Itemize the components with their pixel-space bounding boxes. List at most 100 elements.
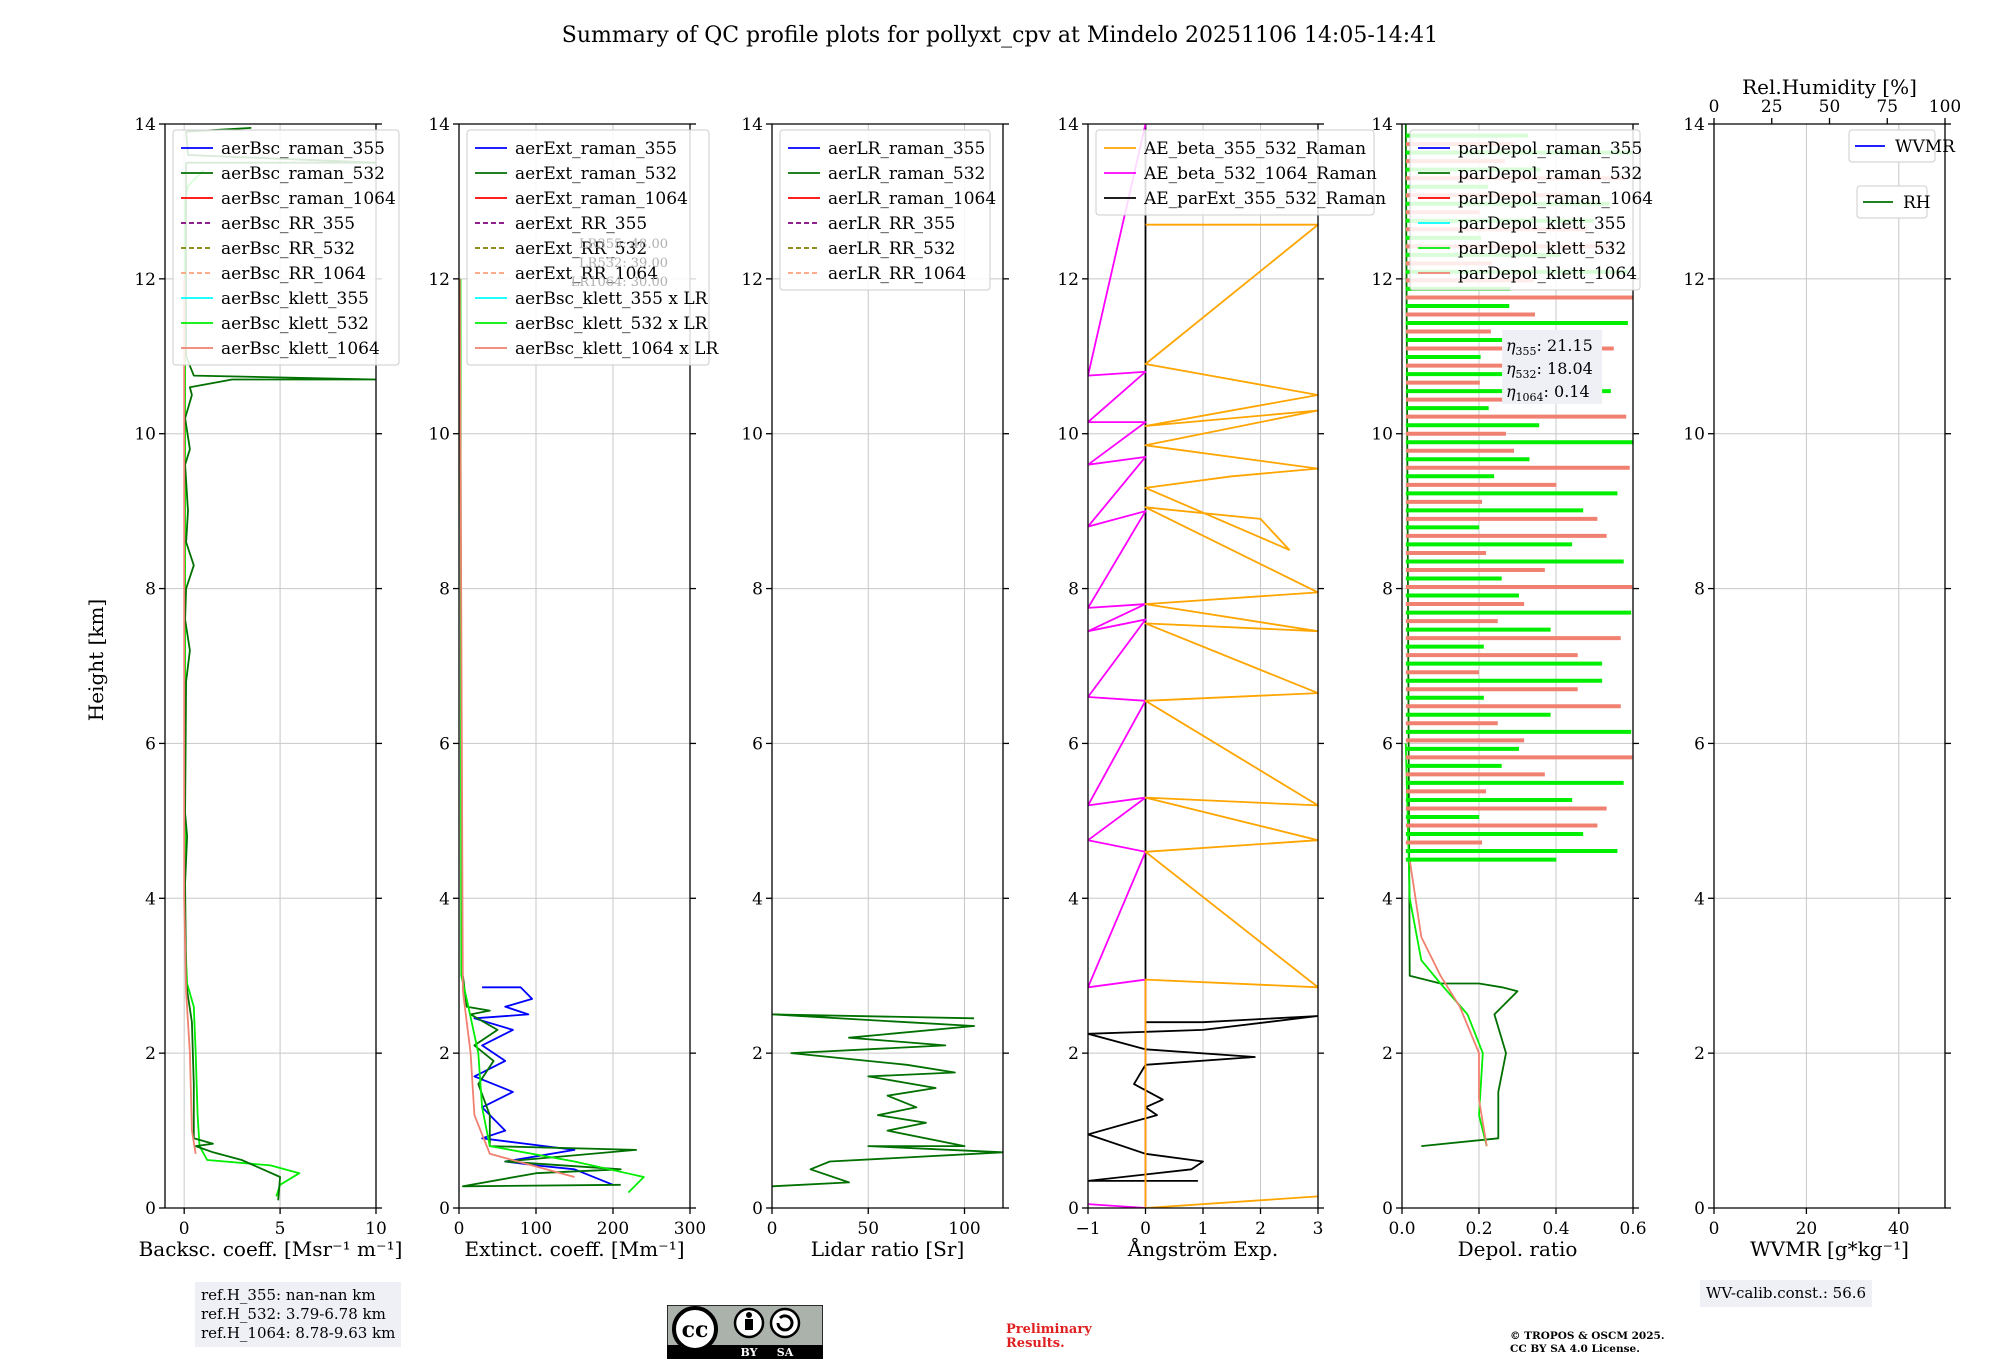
legend-label: parDepol_klett_532 [1458, 239, 1626, 259]
y-tick-label: 8 [1694, 580, 1705, 600]
share-alike-icon [769, 1307, 801, 1339]
y-tick-label: 4 [439, 889, 450, 909]
preliminary-line-2: Results. [1006, 1336, 1065, 1351]
x-tick-label: 20 [1796, 1219, 1818, 1239]
y-tick-label: 14 [428, 115, 450, 135]
legend-label: aerBsc_klett_355 x LR [515, 289, 709, 309]
y-tick-label: 2 [439, 1044, 450, 1064]
x-axis-label: Ångström Exp. [1127, 1236, 1278, 1261]
series-parDepol_raman_532 [1404, 124, 1519, 1147]
legend-label: aerExt_raman_1064 [515, 189, 688, 209]
cc-logo-text: cc [682, 1317, 709, 1343]
legend-label: parDepol_raman_1064 [1458, 189, 1653, 209]
legend-label: aerBsc_raman_532 [221, 164, 385, 184]
y-tick-label: 14 [1371, 115, 1393, 135]
x-tick-label: 300 [674, 1219, 706, 1239]
x-tick-label: 100 [948, 1219, 980, 1239]
legend-label: RH [1903, 193, 1931, 213]
x-tick-label: 3 [1313, 1219, 1324, 1239]
legend-label: aerBsc_klett_532 x LR [515, 314, 709, 334]
attribution-head [746, 1312, 752, 1318]
y-tick-label: 6 [1068, 734, 1079, 754]
cc-logo-icon [672, 1306, 718, 1352]
x-tick-label: 0 [767, 1219, 778, 1239]
y-tick-label: 4 [1694, 889, 1705, 909]
legend-label: parDepol_klett_355 [1458, 214, 1626, 234]
y-tick-label: 2 [752, 1044, 763, 1064]
x-tick-label: 0.0 [1388, 1219, 1415, 1239]
y-tick-label: 8 [439, 580, 450, 600]
y-tick-label: 0 [1382, 1199, 1393, 1219]
lr-note: LR532: 39.00 [579, 256, 668, 271]
legend-label: aerBsc_RR_532 [221, 239, 355, 259]
x-tick-label: 2 [1255, 1219, 1266, 1239]
series-aerBsc_raman_532 [184, 127, 376, 1201]
cc-by-label: BY [741, 1346, 758, 1359]
y-tick-label: 12 [428, 270, 450, 290]
y-tick-label: 6 [1382, 734, 1393, 754]
x-tick-label: 0.6 [1619, 1219, 1646, 1239]
legend-box [779, 129, 991, 291]
legend-label: aerLR_raman_1064 [828, 189, 996, 209]
y-tick-label: 4 [752, 889, 763, 909]
legend-box [172, 129, 400, 366]
legend-label: aerExt_RR_1064 [515, 264, 658, 284]
y-tick-label: 12 [1683, 270, 1705, 290]
x-tick-label: 40 [1888, 1219, 1910, 1239]
y-axis-label: Height [km] [84, 599, 108, 721]
legend-label: aerBsc_klett_1064 x LR [515, 339, 719, 359]
y-tick-label: 2 [1382, 1044, 1393, 1064]
x-tick-label: 200 [597, 1219, 629, 1239]
legend-label: AE_parExt_355_532_Raman [1143, 189, 1386, 209]
legend-label: aerLR_RR_1064 [828, 264, 966, 284]
y-tick-label: 4 [1382, 889, 1393, 909]
y-tick-label: 10 [134, 425, 156, 445]
legend-label: aerBsc_raman_1064 [221, 189, 396, 209]
legend-label: aerExt_RR_355 [515, 214, 647, 234]
panel-depol: 0 2 4 6 8 10 12 14 0.0 0.2 0.4 0.6 Depol. ratio parDe… [1371, 115, 1653, 1261]
y-tick-label: 14 [134, 115, 156, 135]
ref-height-355: ref.H_355: nan-nan km [201, 1286, 376, 1304]
legend-box [466, 129, 710, 366]
x-tick-label: 10 [365, 1219, 387, 1239]
cc-by-sa-badge[interactable]: cc BY SA [667, 1305, 823, 1359]
y-tick-label: 14 [1057, 115, 1079, 135]
legend-label: aerBsc_raman_355 [221, 139, 385, 159]
figure-title: Summary of QC profile plots for pollyxt_… [562, 23, 1438, 48]
x-axis-label: WVMR [g*kg⁻¹] [1750, 1237, 1909, 1261]
y-tick-label: 2 [1694, 1044, 1705, 1064]
legend-label: aerLR_raman_532 [828, 164, 985, 184]
series-group [1088, 124, 1318, 1208]
legend-label: aerLR_RR_532 [828, 239, 955, 259]
series-AE_parExt_355_532_Raman [1088, 124, 1318, 1182]
legend-label: aerBsc_RR_355 [221, 214, 355, 234]
y-tick-label: 6 [1694, 734, 1705, 754]
x-axis-label: Lidar ratio [Sr] [811, 1237, 965, 1261]
legend-label: aerExt_raman_355 [515, 139, 677, 159]
legend-label: WVMR [1895, 137, 1956, 157]
y-tick-label: 0 [1694, 1199, 1705, 1219]
legend-label: parDepol_raman_355 [1458, 139, 1642, 159]
preliminary-line-1: Preliminary [1006, 1322, 1092, 1337]
wv-calibration-constant: WV-calib.const.: 56.6 [1706, 1284, 1867, 1302]
legend-label: aerLR_RR_355 [828, 214, 955, 234]
x-tick-label: 0.4 [1542, 1219, 1569, 1239]
y-tick-label: 12 [1371, 270, 1393, 290]
preliminary-results-note: Preliminary Results. [1006, 1323, 1092, 1351]
x-axis-label: Extinct. coeff. [Mm⁻¹] [464, 1237, 684, 1261]
legend-label: AE_beta_355_532_Raman [1143, 139, 1366, 159]
series-aerExt_raman_532 [461, 975, 637, 1188]
y-tick-label: 4 [1068, 889, 1079, 909]
top-tick-label: 25 [1761, 97, 1783, 117]
eta-label: η532: 18.04 [1506, 359, 1593, 381]
top-axis-label: Rel.Humidity [%] [1742, 75, 1917, 99]
legend-box [1409, 129, 1641, 291]
x-tick-label: 0 [1140, 1219, 1151, 1239]
series-parDepol_klett_532 [1404, 743, 1488, 1147]
series-AE_beta_355_532_Raman [1144, 223, 1318, 1208]
series-aerLR_raman_532 [772, 1013, 1003, 1188]
series-AE_beta_532_1064_Raman [1088, 124, 1147, 1208]
